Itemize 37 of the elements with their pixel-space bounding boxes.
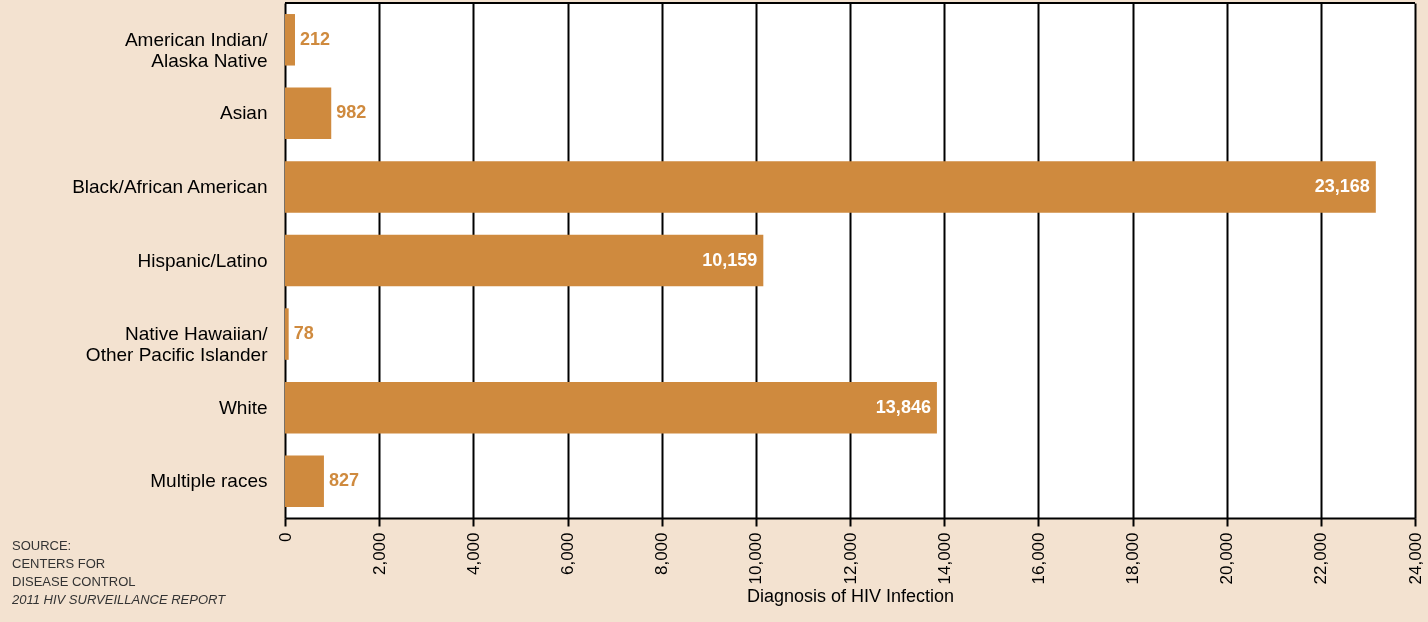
x-tick-label: 24,000: [1405, 532, 1425, 585]
source-note: SOURCE: CENTERS FOR DISEASE CONTROL: [12, 538, 136, 589]
x-tick-label: 20,000: [1217, 532, 1237, 585]
x-tick-label: 4,000: [463, 532, 483, 576]
data-label: 78: [293, 323, 314, 344]
x-tick-label: 18,000: [1123, 532, 1142, 585]
x-tick-label: 6,000: [558, 532, 577, 576]
y-tick-label: Multiple races: [150, 470, 268, 492]
y-tick-label: American Indian/ Alaska Native: [124, 28, 269, 71]
y-tick-label: Asian: [219, 102, 268, 124]
x-tick-label: 0: [275, 532, 295, 542]
data-label: 13,846: [875, 396, 931, 417]
y-tick-label: Hispanic/Latino: [137, 249, 268, 271]
x-tick-label: 10,000: [746, 532, 766, 585]
data-label: 827: [328, 470, 359, 491]
y-tick-label: Black/African American: [72, 175, 268, 197]
y-tick-label: White: [218, 396, 268, 418]
x-tick-label: 2,000: [369, 532, 389, 576]
data-label: 212: [299, 28, 331, 49]
x-tick-label: 16,000: [1028, 532, 1048, 585]
x-tick-label: 12,000: [840, 532, 860, 585]
bar: [285, 87, 332, 140]
bar: [285, 14, 295, 66]
x-tick-label: 14,000: [934, 532, 954, 585]
text: 2011 HIV SURVEILLANCE REPORT: [11, 592, 227, 607]
data-label: 23,168: [1314, 175, 1370, 196]
bar: [285, 161, 1376, 213]
x-tick-label: 8,000: [652, 532, 672, 576]
data-label: 10,159: [702, 249, 758, 270]
bar: [285, 381, 937, 434]
bar: [285, 455, 324, 507]
y-tick-label: Native Hawaiian/ Other Pacific Islander: [85, 323, 269, 366]
x-tick-label: 22,000: [1311, 532, 1331, 585]
bar: [285, 308, 289, 360]
bar: [285, 234, 764, 287]
x-axis-title: Diagnosis of HIV Infection: [746, 586, 955, 607]
data-label: 982: [336, 102, 367, 123]
